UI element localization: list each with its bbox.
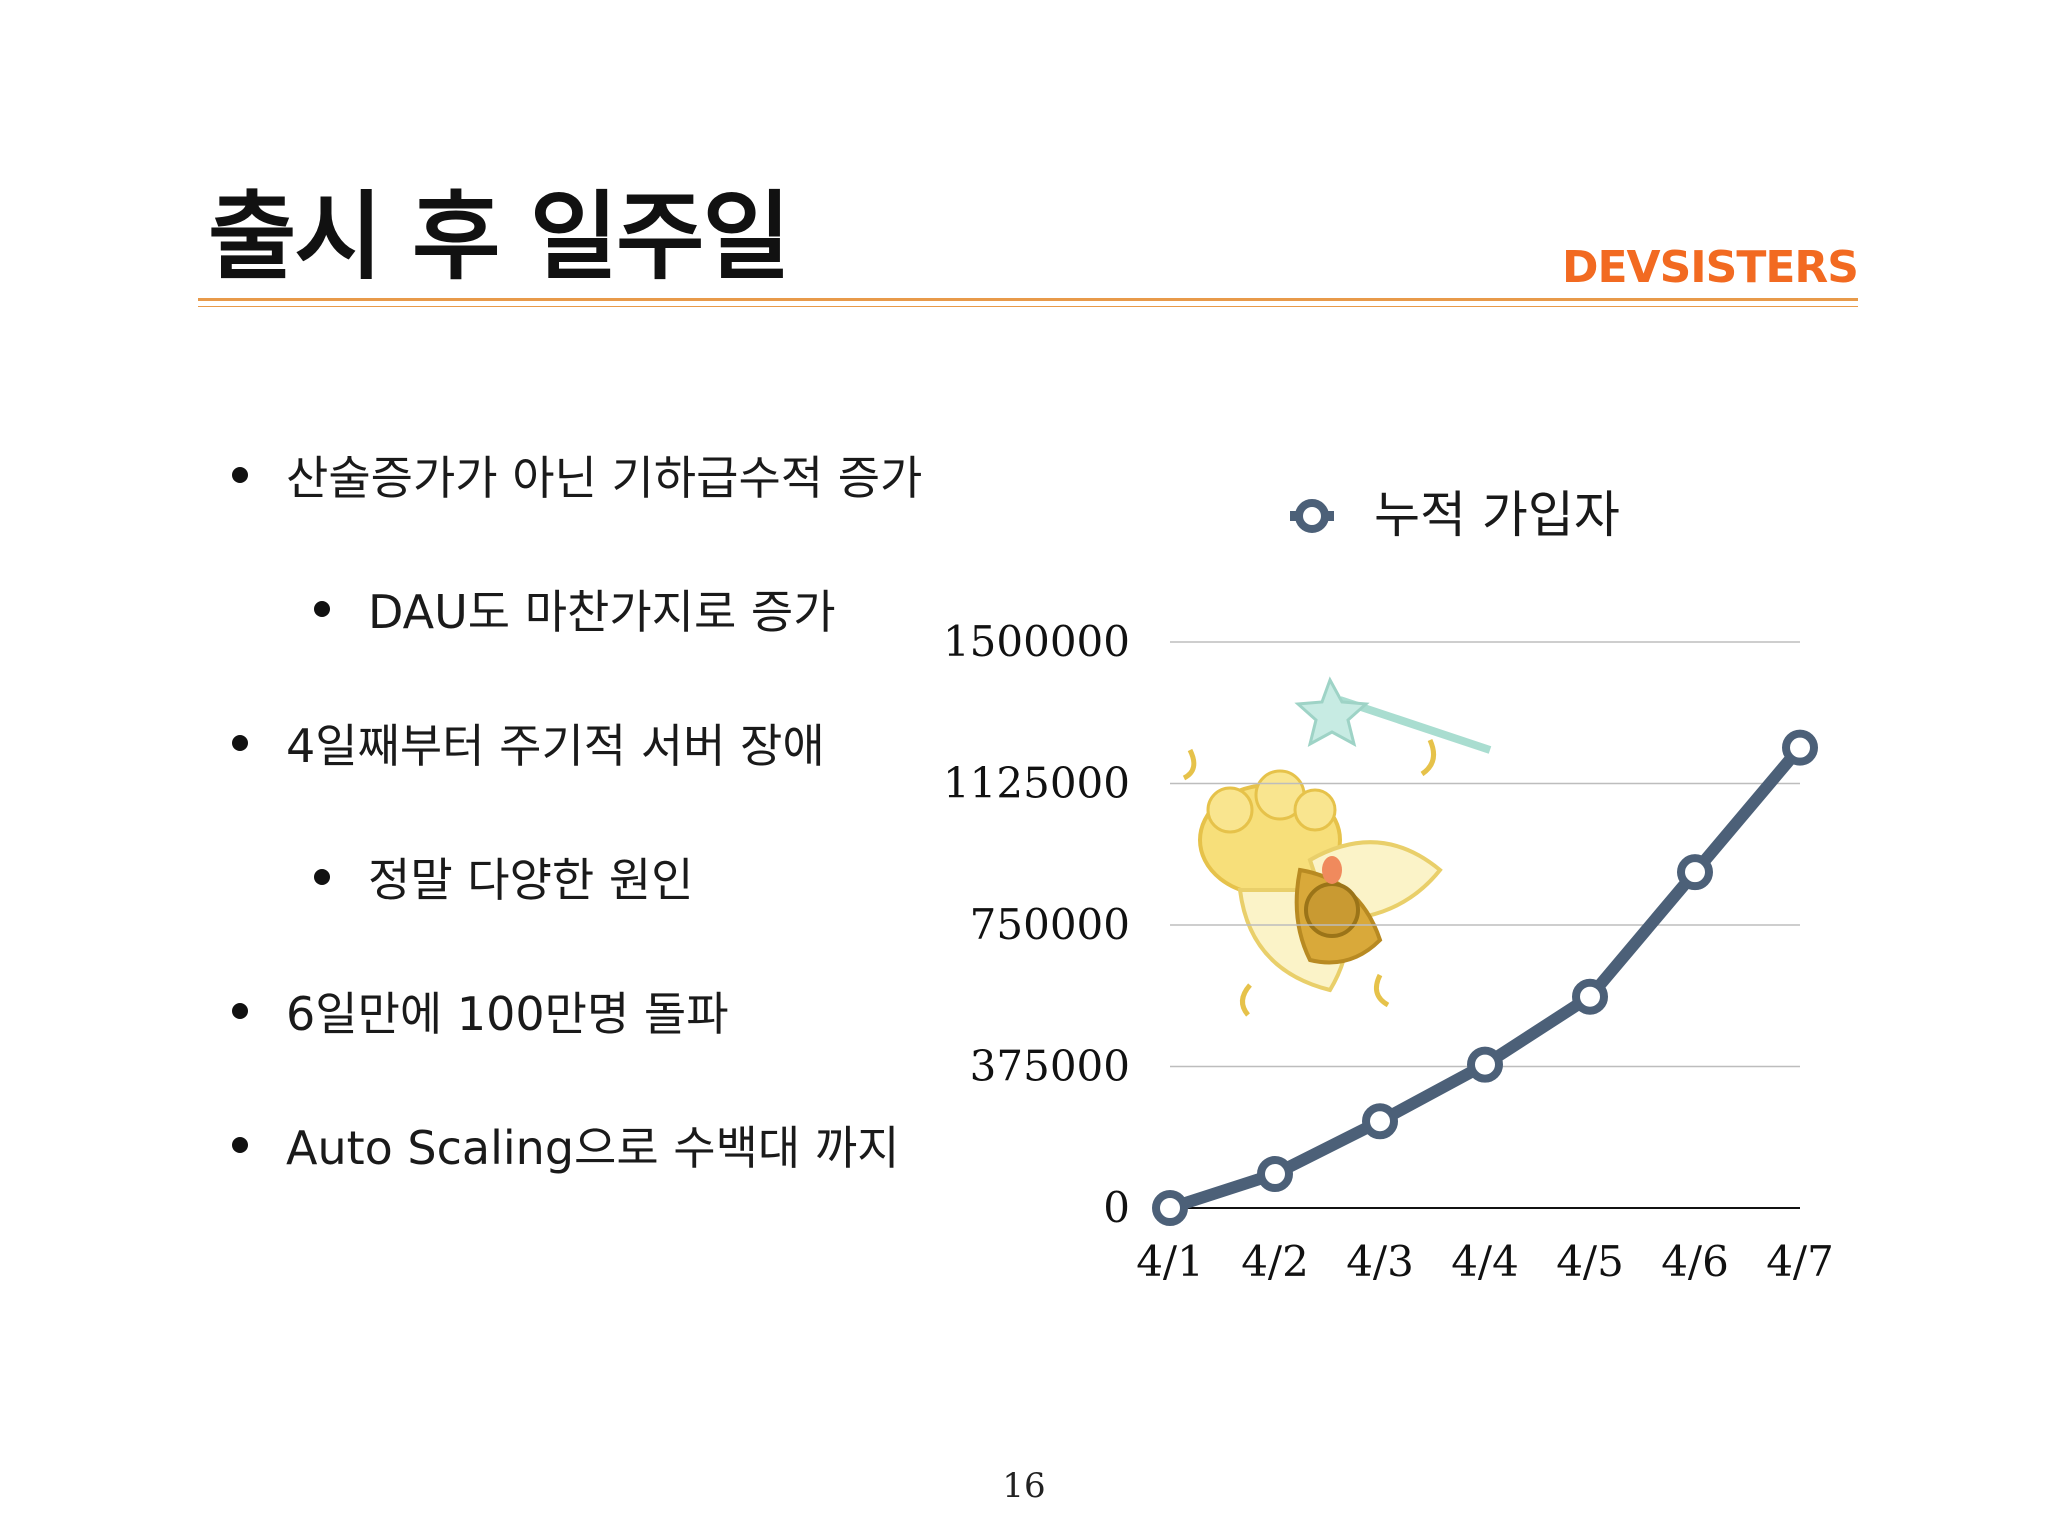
- bullet-text: 정말 다양한 원인: [368, 853, 694, 907]
- legend-label: 누적 가입자: [1374, 486, 1620, 544]
- x-tick-label: 4/4: [1451, 1237, 1519, 1286]
- devsisters-logo: DEVSISTERS: [1561, 242, 1859, 293]
- data-point: [1572, 978, 1608, 1015]
- data-point: [1362, 1103, 1398, 1140]
- sub-bullet-item: DAU도 마찬가지로 증가: [314, 576, 836, 642]
- bullet-text: 산술증가가 아닌 기하급수적 증가: [286, 451, 923, 505]
- data-point: [1467, 1046, 1503, 1083]
- data-point: [1677, 854, 1713, 891]
- title-divider-thin: [198, 306, 1858, 307]
- y-tick-label: 1500000: [943, 617, 1130, 666]
- bullet-item: Auto Scaling으로 수백대 까지: [232, 1112, 900, 1178]
- bullet-text: 6일만에 100만명 돌파: [286, 987, 729, 1041]
- bullet-dot-icon: [232, 467, 248, 483]
- page-number: 16: [1002, 1466, 1046, 1506]
- bullet-dot-icon: [232, 1137, 248, 1153]
- bullet-text: 4일째부터 주기적 서버 장애: [286, 719, 825, 773]
- y-tick-label: 750000: [970, 900, 1130, 949]
- x-tick-label: 4/1: [1136, 1237, 1204, 1286]
- bullet-item: 6일만에 100만명 돌파: [232, 978, 729, 1044]
- slide-title: 출시 후 일주일: [208, 181, 791, 293]
- x-tick-label: 4/5: [1556, 1237, 1624, 1286]
- bullet-text: Auto Scaling으로 수백대 까지: [286, 1121, 900, 1175]
- sub-bullet-item: 정말 다양한 원인: [314, 844, 693, 910]
- x-tick-label: 4/2: [1241, 1237, 1309, 1286]
- bullet-item: 4일째부터 주기적 서버 장애: [232, 710, 825, 776]
- bullet-dot-icon: [314, 601, 330, 617]
- y-tick-label: 375000: [970, 1042, 1130, 1091]
- x-tick-label: 4/7: [1766, 1237, 1834, 1286]
- bullet-text: DAU도 마찬가지로 증가: [368, 585, 836, 639]
- y-tick-label: 1125000: [943, 759, 1130, 808]
- title-divider: [198, 298, 1858, 301]
- x-tick-label: 4/6: [1661, 1237, 1729, 1286]
- y-tick-label: 0: [1103, 1183, 1130, 1232]
- bullet-dot-icon: [314, 869, 330, 885]
- bullet-dot-icon: [232, 1003, 248, 1019]
- x-tick-label: 4/3: [1346, 1237, 1414, 1286]
- data-point: [1152, 1190, 1188, 1226]
- data-point: [1257, 1156, 1293, 1193]
- bullet-dot-icon: [232, 735, 248, 751]
- data-point: [1782, 729, 1818, 766]
- legend-marker-icon: [1295, 499, 1329, 533]
- cookie-mascot-icon: [1182, 676, 1492, 1017]
- bullet-item: 산술증가가 아닌 기하급수적 증가: [232, 442, 922, 508]
